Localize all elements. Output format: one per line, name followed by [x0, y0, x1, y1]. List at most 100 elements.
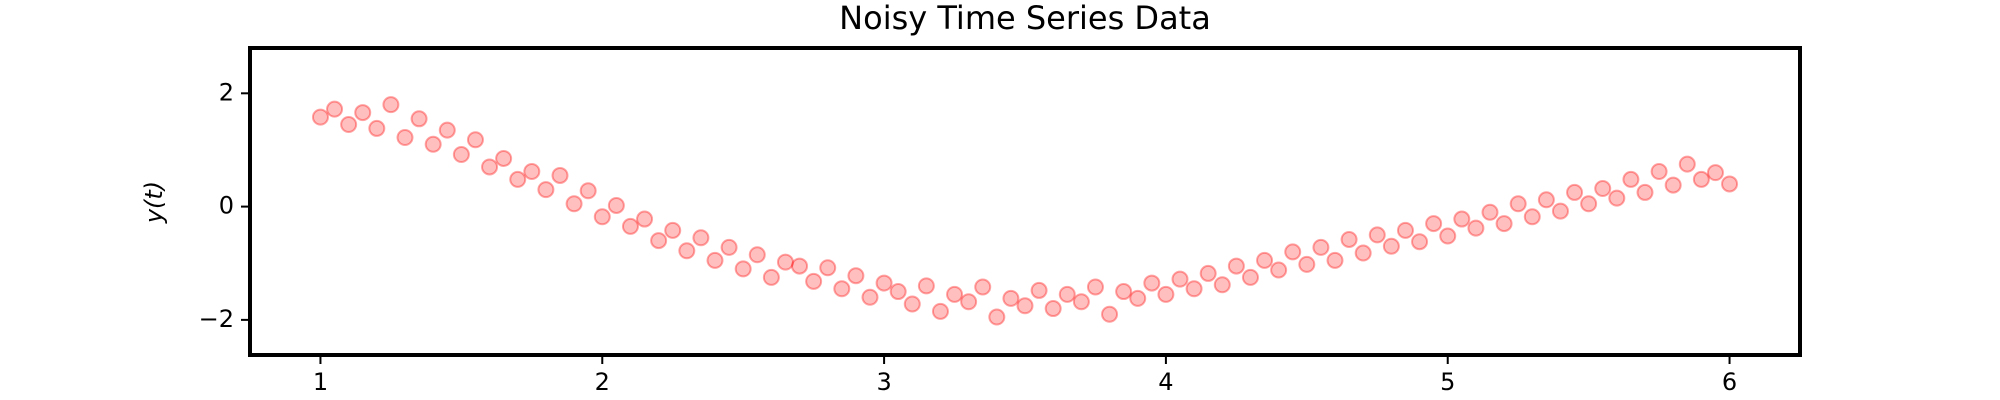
- data-point: [1594, 179, 1612, 197]
- data-point: [466, 131, 484, 149]
- data-point: [579, 182, 597, 200]
- data-point: [1537, 191, 1555, 209]
- data-point: [1171, 270, 1189, 288]
- data-point: [382, 96, 400, 114]
- data-point: [1354, 244, 1372, 262]
- data-point: [1312, 238, 1330, 256]
- data-point: [396, 128, 414, 146]
- data-point: [1566, 183, 1584, 201]
- data-point: [1072, 293, 1090, 311]
- data-point: [424, 135, 442, 153]
- data-point: [1143, 274, 1161, 292]
- data-point: [931, 302, 949, 320]
- data-point: [706, 251, 724, 269]
- y-tick-label: −2: [199, 305, 234, 333]
- y-tick-label: 2: [219, 78, 234, 106]
- data-point: [1213, 276, 1231, 294]
- data-point: [509, 170, 527, 188]
- data-point: [593, 208, 611, 226]
- x-tick-label: 4: [1158, 368, 1173, 396]
- data-point: [1382, 237, 1400, 255]
- data-point: [1636, 183, 1654, 201]
- data-point: [1721, 175, 1739, 193]
- data-point: [889, 283, 907, 301]
- data-point: [1115, 283, 1133, 301]
- plot-frame: [248, 46, 1802, 357]
- data-point: [917, 277, 935, 295]
- data-point: [1129, 289, 1147, 307]
- data-point: [368, 119, 386, 137]
- data-point: [1298, 255, 1316, 273]
- data-point: [1495, 215, 1513, 233]
- data-point: [1396, 221, 1414, 239]
- data-point: [1185, 280, 1203, 298]
- data-point: [847, 267, 865, 285]
- data-point: [734, 260, 752, 278]
- x-tick-label: 6: [1722, 368, 1737, 396]
- data-point: [1439, 227, 1457, 245]
- data-point: [1453, 210, 1471, 228]
- data-point: [748, 246, 766, 264]
- data-point: [311, 108, 329, 126]
- data-point: [438, 121, 456, 139]
- y-axis-label: y(t): [140, 181, 168, 224]
- data-point: [1692, 170, 1710, 188]
- data-point: [1086, 278, 1104, 296]
- data-point: [960, 293, 978, 311]
- data-point: [1058, 285, 1076, 303]
- data-point: [1664, 176, 1682, 194]
- data-point: [1509, 195, 1527, 213]
- data-point: [1016, 297, 1034, 315]
- data-point: [636, 210, 654, 228]
- data-point: [1199, 264, 1217, 282]
- data-point: [875, 274, 893, 292]
- data-point: [1256, 251, 1274, 269]
- data-point: [692, 229, 710, 247]
- data-point: [1425, 215, 1443, 233]
- data-point: [1340, 230, 1358, 248]
- x-tick-label: 2: [595, 368, 610, 396]
- data-point: [537, 181, 555, 199]
- data-point: [551, 166, 569, 184]
- data-point: [1411, 233, 1429, 251]
- data-point: [1467, 219, 1485, 237]
- data-point: [1481, 203, 1499, 221]
- data-point: [1678, 155, 1696, 173]
- data-point: [452, 145, 470, 163]
- data-point: [762, 268, 780, 286]
- data-point: [1368, 226, 1386, 244]
- data-point: [523, 162, 541, 180]
- data-point: [1706, 164, 1724, 182]
- data-point: [988, 308, 1006, 326]
- x-tick-label: 1: [313, 368, 328, 396]
- data-point: [1622, 170, 1640, 188]
- x-tick-label: 5: [1440, 368, 1455, 396]
- y-tick-label: 0: [219, 192, 234, 220]
- data-point: [833, 280, 851, 298]
- data-point: [650, 232, 668, 250]
- data-point: [1284, 243, 1302, 261]
- chart-title: Noisy Time Series Data: [839, 0, 1211, 37]
- data-point: [1608, 189, 1626, 207]
- data-point: [805, 272, 823, 290]
- data-point: [354, 104, 372, 122]
- data-point: [776, 253, 794, 271]
- data-point: [1650, 162, 1668, 180]
- data-point: [1551, 202, 1569, 220]
- data-point: [664, 221, 682, 239]
- data-point: [326, 100, 344, 118]
- data-point: [791, 257, 809, 275]
- data-point: [1227, 257, 1245, 275]
- data-point: [1002, 289, 1020, 307]
- data-point: [607, 196, 625, 214]
- data-point: [903, 295, 921, 313]
- data-point: [481, 158, 499, 176]
- data-point: [1157, 285, 1175, 303]
- data-point: [1030, 281, 1048, 299]
- data-point: [340, 115, 358, 133]
- data-point: [410, 110, 428, 128]
- data-point: [946, 285, 964, 303]
- data-point: [621, 217, 639, 235]
- data-point: [720, 238, 738, 256]
